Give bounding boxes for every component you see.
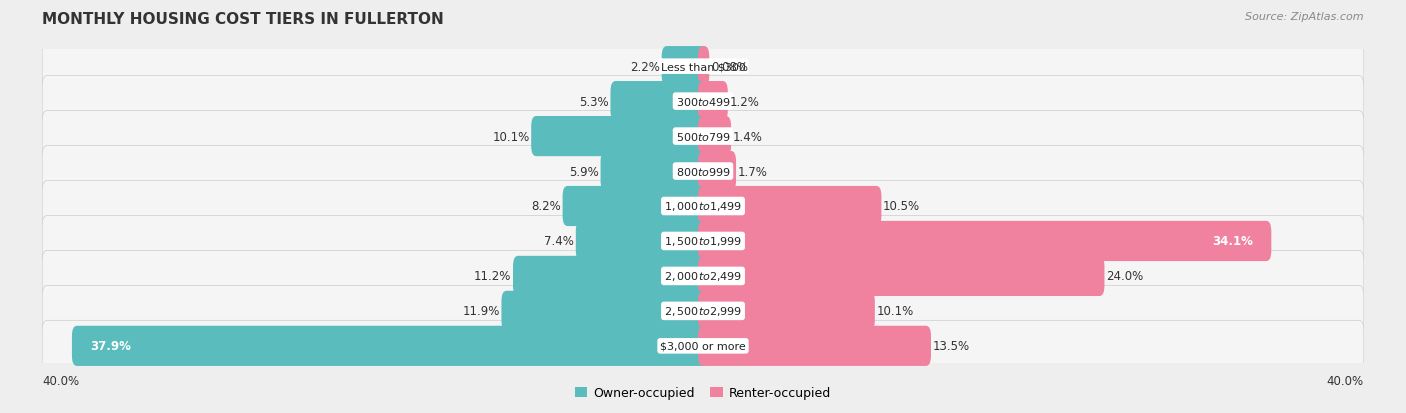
Text: 5.9%: 5.9%: [569, 165, 599, 178]
Text: 10.5%: 10.5%: [883, 200, 920, 213]
Text: 40.0%: 40.0%: [42, 374, 79, 387]
FancyBboxPatch shape: [42, 251, 1364, 302]
FancyBboxPatch shape: [72, 326, 709, 366]
FancyBboxPatch shape: [42, 216, 1364, 267]
FancyBboxPatch shape: [502, 291, 709, 331]
FancyBboxPatch shape: [697, 186, 882, 227]
Text: $3,000 or more: $3,000 or more: [661, 341, 745, 351]
Text: 37.9%: 37.9%: [90, 339, 131, 352]
FancyBboxPatch shape: [42, 320, 1364, 371]
Text: 1.4%: 1.4%: [733, 130, 762, 143]
Text: 1.2%: 1.2%: [730, 95, 759, 108]
FancyBboxPatch shape: [697, 82, 728, 122]
Text: $1,000 to $1,499: $1,000 to $1,499: [664, 200, 742, 213]
Text: 11.9%: 11.9%: [463, 305, 499, 318]
FancyBboxPatch shape: [697, 152, 735, 192]
FancyBboxPatch shape: [531, 117, 709, 157]
FancyBboxPatch shape: [697, 326, 931, 366]
Text: 40.0%: 40.0%: [1327, 374, 1364, 387]
Text: 10.1%: 10.1%: [492, 130, 530, 143]
Text: 5.3%: 5.3%: [579, 95, 609, 108]
FancyBboxPatch shape: [513, 256, 709, 296]
Text: 11.2%: 11.2%: [474, 270, 512, 283]
FancyBboxPatch shape: [42, 181, 1364, 232]
FancyBboxPatch shape: [42, 42, 1364, 93]
FancyBboxPatch shape: [662, 47, 709, 87]
FancyBboxPatch shape: [697, 47, 709, 87]
FancyBboxPatch shape: [576, 221, 709, 261]
Text: 34.1%: 34.1%: [1212, 235, 1253, 248]
Text: $2,500 to $2,999: $2,500 to $2,999: [664, 305, 742, 318]
FancyBboxPatch shape: [697, 256, 1105, 296]
FancyBboxPatch shape: [42, 76, 1364, 127]
Text: 1.7%: 1.7%: [738, 165, 768, 178]
Text: $1,500 to $1,999: $1,500 to $1,999: [664, 235, 742, 248]
Text: MONTHLY HOUSING COST TIERS IN FULLERTON: MONTHLY HOUSING COST TIERS IN FULLERTON: [42, 12, 444, 27]
Text: 24.0%: 24.0%: [1107, 270, 1143, 283]
FancyBboxPatch shape: [610, 82, 709, 122]
Text: 8.2%: 8.2%: [531, 200, 561, 213]
Text: $800 to $999: $800 to $999: [675, 166, 731, 178]
Text: $2,000 to $2,499: $2,000 to $2,499: [664, 270, 742, 283]
Legend: Owner-occupied, Renter-occupied: Owner-occupied, Renter-occupied: [569, 381, 837, 404]
FancyBboxPatch shape: [697, 117, 731, 157]
Text: 13.5%: 13.5%: [932, 339, 970, 352]
Text: 0.08%: 0.08%: [711, 61, 748, 74]
FancyBboxPatch shape: [562, 186, 709, 227]
Text: $500 to $799: $500 to $799: [675, 131, 731, 143]
FancyBboxPatch shape: [697, 221, 1271, 261]
Text: 7.4%: 7.4%: [544, 235, 574, 248]
FancyBboxPatch shape: [697, 291, 875, 331]
FancyBboxPatch shape: [600, 152, 709, 192]
FancyBboxPatch shape: [42, 146, 1364, 197]
Text: 2.2%: 2.2%: [630, 61, 659, 74]
Text: Less than $300: Less than $300: [661, 62, 745, 72]
Text: Source: ZipAtlas.com: Source: ZipAtlas.com: [1246, 12, 1364, 22]
FancyBboxPatch shape: [42, 286, 1364, 337]
FancyBboxPatch shape: [42, 111, 1364, 162]
Text: 10.1%: 10.1%: [876, 305, 914, 318]
Text: $300 to $499: $300 to $499: [675, 96, 731, 108]
